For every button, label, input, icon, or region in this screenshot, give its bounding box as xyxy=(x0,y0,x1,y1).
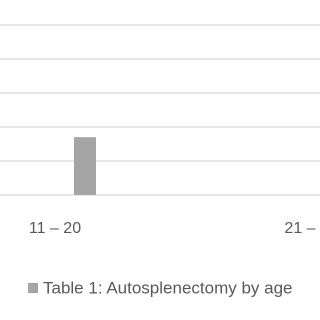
bar xyxy=(74,137,96,195)
x-tick-label: 11 – 20 xyxy=(29,220,81,237)
x-tick-label: 21 – xyxy=(284,220,315,237)
legend-label: Table 1: Autosplenectomy by age xyxy=(43,278,293,297)
legend-swatch xyxy=(28,283,38,293)
